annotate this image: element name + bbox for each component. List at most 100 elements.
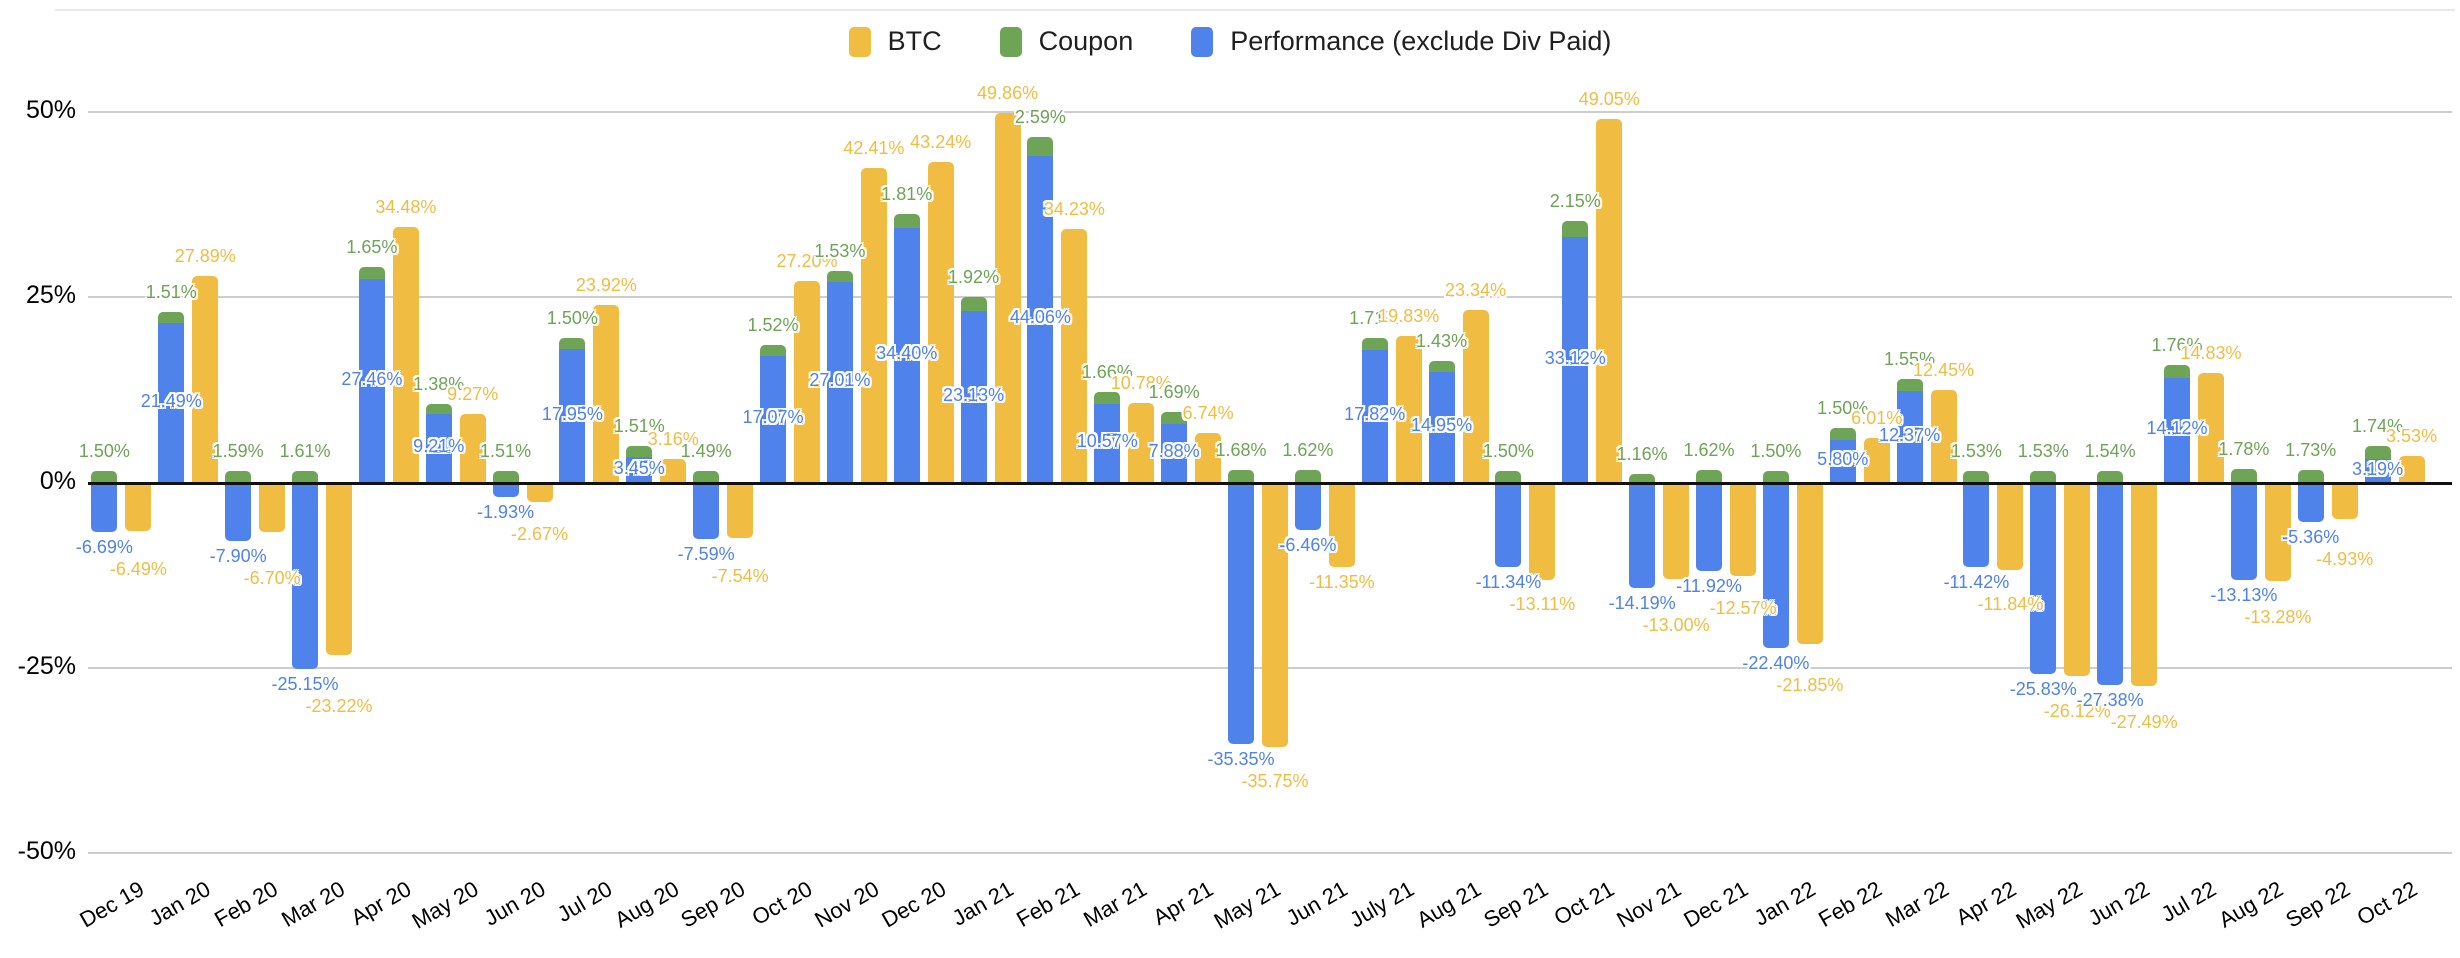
x-axis-label: Jul 22 bbox=[2157, 876, 2221, 928]
performance-bar bbox=[492, 482, 519, 497]
coupon-bar bbox=[1696, 470, 1722, 483]
btc-value-label: 10.78% bbox=[1110, 372, 1172, 393]
y-axis-tick-label: 25% bbox=[25, 281, 76, 310]
performance-bar bbox=[693, 482, 720, 539]
x-axis-label: Aug 21 bbox=[1412, 876, 1486, 933]
performance-bar bbox=[2297, 482, 2324, 523]
performance-bar bbox=[91, 482, 118, 533]
x-axis-label: Dec 20 bbox=[877, 876, 951, 933]
legend-label-btc: BTC bbox=[887, 26, 942, 56]
coupon-value-label: 1.71% bbox=[1349, 307, 1401, 328]
performance-value-label: -5.36% bbox=[2282, 527, 2340, 548]
coupon-value-label: 1.73% bbox=[2285, 439, 2337, 460]
performance-bar bbox=[158, 323, 185, 483]
btc-value-label: 23.34% bbox=[1445, 279, 1507, 300]
performance-value-label: -11.34% bbox=[1475, 571, 1542, 592]
performance-bar bbox=[1762, 482, 1789, 649]
performance-value-label: 3.45% bbox=[613, 457, 665, 478]
performance-bar bbox=[2364, 458, 2391, 483]
performance-bar bbox=[2164, 377, 2190, 483]
coupon-value-label: 1.92% bbox=[948, 266, 1000, 287]
x-axis-label: Aug 20 bbox=[609, 876, 683, 933]
btc-value-label: -7.54% bbox=[711, 565, 769, 586]
y-axis-tick-label: 0% bbox=[39, 466, 76, 495]
coupon-value-label: 1.53% bbox=[814, 241, 866, 262]
coupon-bar bbox=[292, 470, 318, 483]
x-axis-label: Sep 20 bbox=[676, 876, 750, 933]
coupon-bar bbox=[1495, 471, 1522, 483]
coupon-value-label: 1.53% bbox=[2017, 441, 2069, 462]
btc-bar bbox=[994, 113, 1021, 483]
performance-value-label: 5.80% bbox=[1817, 449, 1869, 469]
performance-value-label: -7.90% bbox=[209, 546, 267, 567]
performance-bar bbox=[1629, 482, 1656, 588]
performance-bar bbox=[1027, 156, 1054, 483]
btc-bar bbox=[392, 227, 419, 483]
coupon-bar bbox=[626, 445, 653, 457]
btc-bar bbox=[1529, 482, 1556, 580]
coupon-value-label: 1.55% bbox=[1884, 349, 1936, 370]
performance-value-label: -22.40% bbox=[1742, 653, 1810, 674]
performance-bar bbox=[2097, 482, 2124, 686]
performance-value-label: 12.37% bbox=[1879, 424, 1941, 445]
performance-bar bbox=[1562, 237, 1589, 483]
legend-label-performance: Performance (exclude Div Paid) bbox=[1230, 26, 1612, 56]
btc-value-label: 6.74% bbox=[1182, 402, 1234, 423]
performance-value-label: 17.82% bbox=[1344, 404, 1406, 425]
btc-value-label: 49.05% bbox=[1578, 89, 1640, 110]
performance-value-label: 7.88% bbox=[1148, 441, 1200, 462]
coupon-bar bbox=[1161, 411, 1188, 425]
btc-bar bbox=[1796, 482, 1823, 645]
performance-value-label: 33.12% bbox=[1544, 347, 1606, 368]
btc-bar bbox=[1328, 482, 1355, 567]
btc-bar bbox=[125, 482, 152, 531]
btc-bar bbox=[1262, 482, 1288, 748]
btc-value-label: 12.45% bbox=[1913, 360, 1975, 381]
performance-bar bbox=[1161, 424, 1188, 483]
x-axis-label: Dec 19 bbox=[75, 876, 148, 933]
btc-bar bbox=[2264, 482, 2291, 581]
performance-value-label: 27.01% bbox=[809, 370, 871, 391]
coupon-bar bbox=[2097, 471, 2124, 483]
coupon-value-label: 1.38% bbox=[413, 374, 465, 395]
performance-value-label: 23.13% bbox=[943, 384, 1005, 405]
btc-bar bbox=[660, 459, 687, 483]
btc-value-label: 43.24% bbox=[910, 132, 972, 153]
coupon-value-label: 1.53% bbox=[1950, 441, 2002, 462]
btc-bar bbox=[1663, 482, 1690, 579]
coupon-bar bbox=[1361, 337, 1388, 351]
x-axis-label: Mar 22 bbox=[1881, 876, 1954, 932]
btc-bar bbox=[2398, 456, 2425, 483]
btc-bar bbox=[259, 482, 286, 533]
coupon-bar bbox=[1294, 470, 1321, 483]
coupon-value-label: 1.65% bbox=[346, 236, 398, 257]
x-axis-label: Oct 22 bbox=[2352, 876, 2422, 931]
coupon-value-label: 1.50% bbox=[546, 308, 598, 329]
btc-value-label: -12.57% bbox=[1709, 597, 1777, 618]
btc-bar bbox=[1395, 335, 1422, 483]
x-axis-zero-line bbox=[88, 481, 2452, 485]
x-axis-label: Oct 21 bbox=[1550, 876, 1619, 931]
btc-value-label: -2.67% bbox=[511, 523, 569, 544]
performance-value-label: 14.95% bbox=[1411, 415, 1473, 436]
performance-value-label: -6.69% bbox=[75, 537, 133, 558]
performance-value-label: 9.21% bbox=[413, 436, 465, 457]
coupon-value-label: 1.50% bbox=[1482, 441, 1534, 462]
x-axis-label: Mar 21 bbox=[1078, 876, 1151, 932]
coupon-bar bbox=[1829, 428, 1856, 440]
coupon-bar bbox=[2164, 364, 2190, 378]
coupon-value-label: 1.66% bbox=[1081, 361, 1133, 382]
x-axis-label: Sep 21 bbox=[1479, 876, 1552, 933]
btc-value-label: 49.86% bbox=[977, 83, 1039, 104]
x-axis-label: Apr 21 bbox=[1149, 876, 1218, 931]
coupon-value-label: 1.51% bbox=[480, 441, 532, 462]
x-axis-label: Nov 21 bbox=[1612, 876, 1686, 933]
btc-value-label: 9.27% bbox=[447, 383, 499, 404]
coupon-bar bbox=[225, 470, 252, 483]
btc-bar bbox=[1730, 482, 1756, 576]
btc-value-label: 27.89% bbox=[174, 245, 236, 266]
coupon-bar bbox=[425, 404, 452, 415]
coupon-value-label: 1.50% bbox=[1750, 441, 1802, 462]
performance-bar bbox=[225, 482, 252, 542]
coupon-bar bbox=[2030, 471, 2057, 483]
